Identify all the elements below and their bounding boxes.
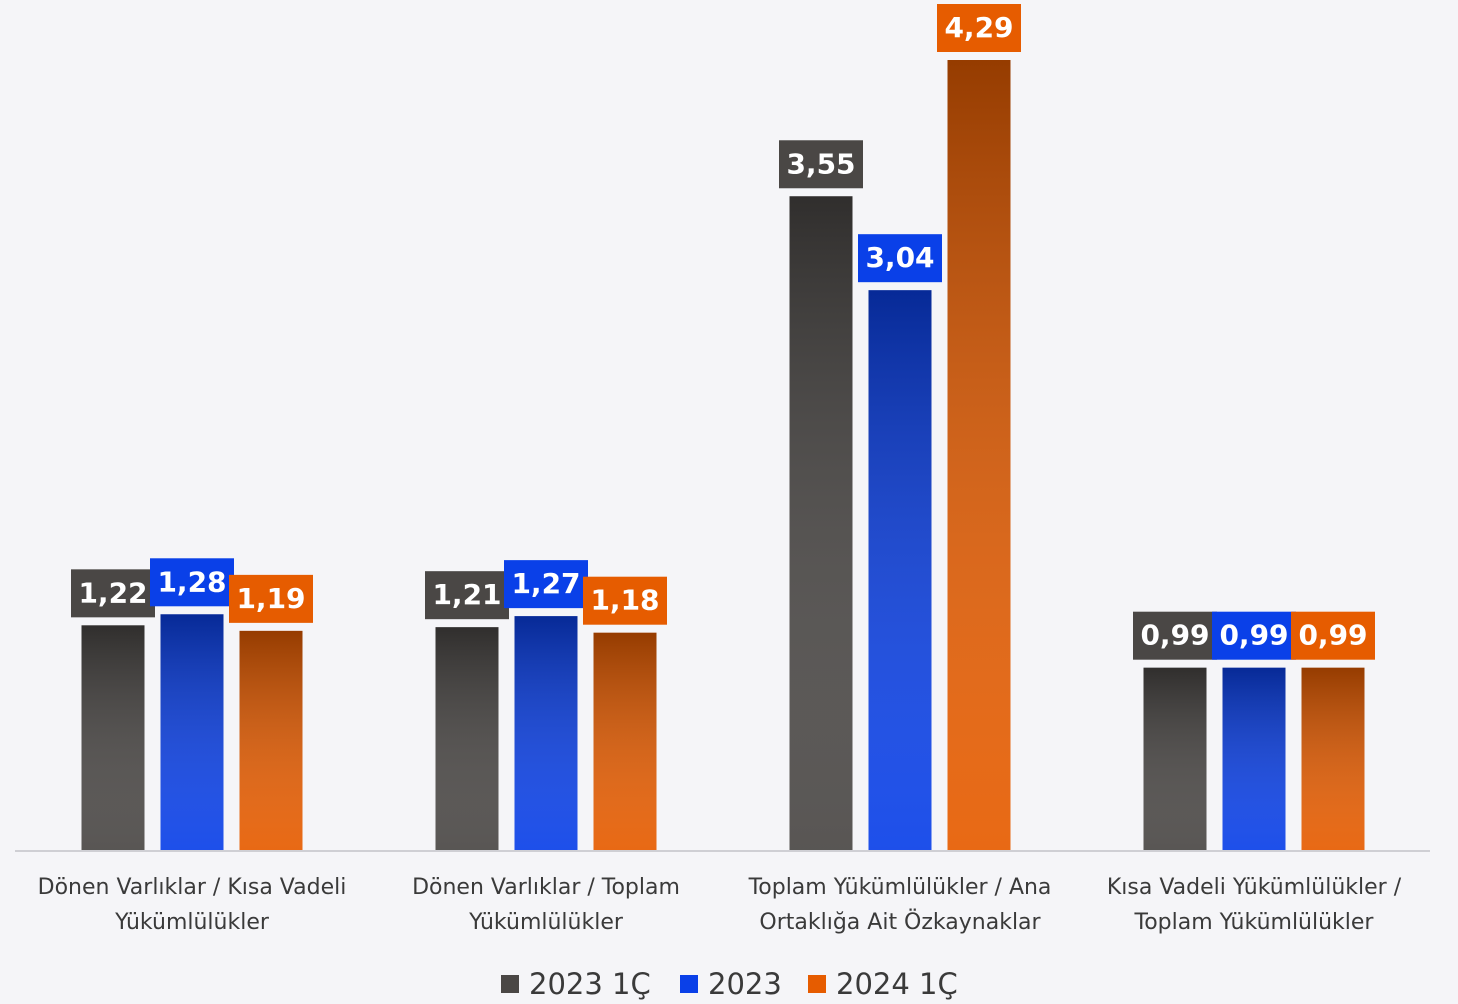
bar-shade (1143, 667, 1207, 850)
value-label-box (937, 4, 1021, 52)
value-label-box (425, 571, 509, 620)
value-label: 3,55 (786, 147, 855, 180)
bar-shade (239, 630, 303, 850)
x-tick-label: Toplam Yükümlülükler / Ana Ortaklığa Ait… (748, 875, 1052, 935)
value-label: 1,28 (157, 565, 226, 598)
bar-shade (160, 614, 224, 850)
value-label: 4,29 (944, 11, 1013, 44)
value-label-box (1212, 611, 1296, 660)
value-label: 1,22 (78, 576, 147, 609)
x-tick-label: Dönen Varlıklar / Toplam Yükümlülükler (412, 875, 680, 935)
x-tick-label: Kısa Vadeli Yükümlülükler / Toplam Yüküm… (1106, 875, 1402, 935)
bar-shade (1301, 667, 1365, 850)
value-label: 0,99 (1298, 619, 1367, 652)
legend-label: 2023 1Ç (529, 967, 651, 1001)
bar-shade (789, 196, 853, 851)
legend-swatch (808, 975, 826, 993)
value-label: 3,04 (865, 241, 934, 274)
value-label-box (1133, 611, 1217, 660)
value-label-box (504, 560, 588, 609)
legend-swatch (501, 975, 519, 993)
bar-shade (868, 290, 932, 850)
bar-shade (1222, 667, 1286, 850)
value-label: 0,99 (1219, 619, 1288, 652)
value-label-box (779, 140, 863, 189)
value-label-box (71, 569, 155, 618)
bar-shade (81, 625, 145, 850)
value-label-box (229, 574, 313, 623)
value-label: 1,21 (432, 578, 501, 611)
value-label-box (150, 558, 234, 607)
value-label: 1,27 (511, 567, 580, 600)
bar-shade (593, 632, 657, 850)
value-label: 1,19 (236, 582, 305, 615)
value-label: 0,99 (1140, 619, 1209, 652)
bar-shade (947, 60, 1011, 850)
bar-shade (435, 627, 499, 850)
value-label: 1,18 (590, 584, 659, 617)
legend-label: 2023 (708, 967, 782, 1001)
bar-shade (514, 616, 578, 850)
value-label-box (583, 576, 667, 625)
value-label-box (858, 234, 942, 283)
legend-label: 2024 1Ç (836, 967, 958, 1001)
x-tick-label: Dönen Varlıklar / Kısa Vadeli Yükümlülük… (37, 875, 347, 935)
value-label-box (1291, 611, 1375, 660)
legend-swatch (680, 975, 698, 993)
